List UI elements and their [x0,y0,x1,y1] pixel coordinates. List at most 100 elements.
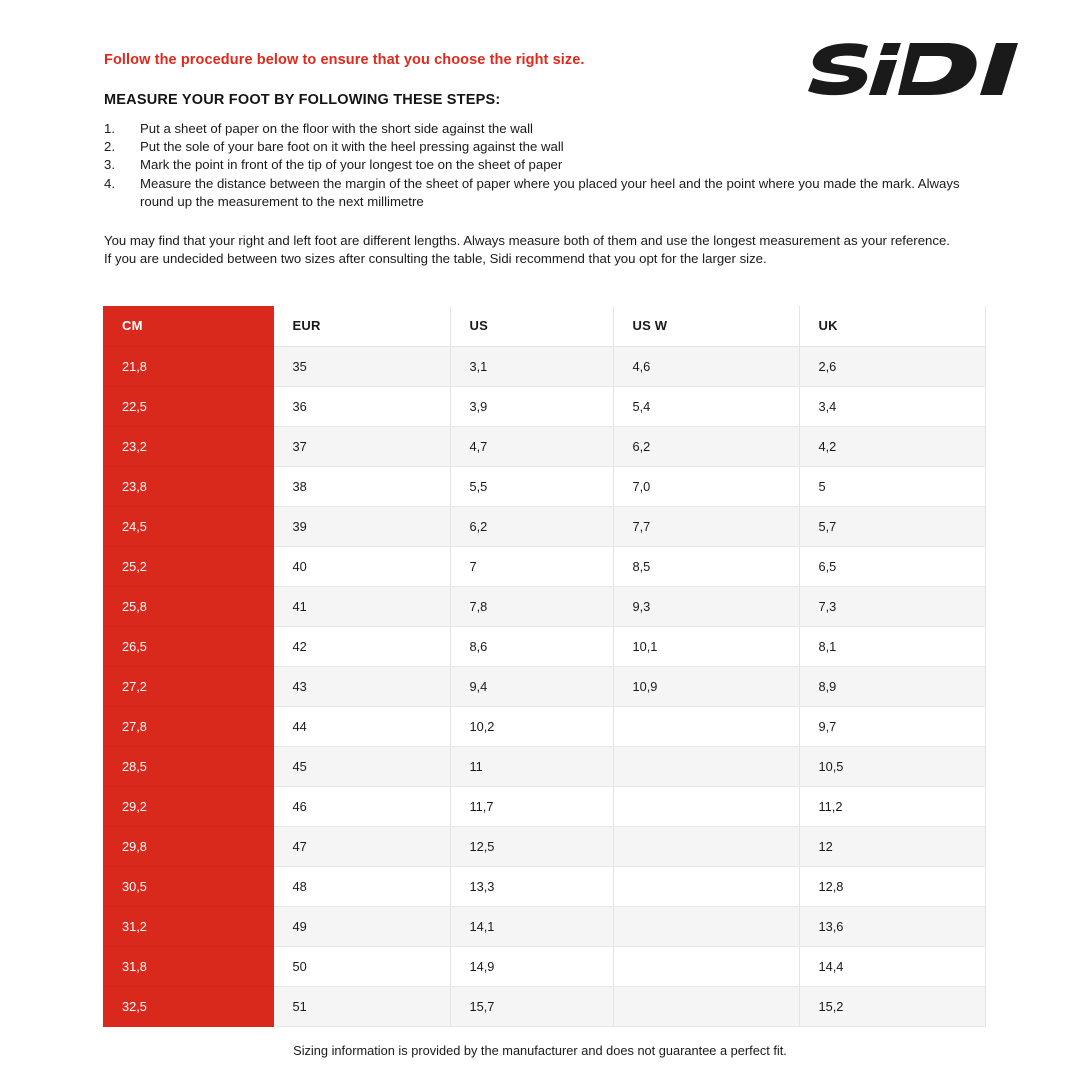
cell-us: 11,7 [450,786,614,827]
cell-us: 10,2 [450,706,614,747]
cell-us: 14,1 [450,906,614,947]
cell-usw: 7,7 [613,506,800,547]
cell-eur: 38 [273,466,451,507]
table-row: 25,2 40 7 8,5 6,5 [103,546,986,587]
column-header-us: US [450,306,614,347]
cell-uk: 4,2 [799,426,986,467]
cell-usw [613,866,800,907]
cell-us: 13,3 [450,866,614,907]
cell-usw [613,746,800,787]
table-row: 25,8 41 7,8 9,3 7,3 [103,586,986,627]
cell-cm: 29,2 [103,786,274,827]
cell-us: 8,6 [450,626,614,667]
column-header-uk: UK [799,306,986,347]
cell-us: 7,8 [450,586,614,627]
table-row: 27,8 44 10,2 9,7 [103,706,986,747]
table-row: 23,8 38 5,5 7,0 5 [103,466,986,507]
step-number: 3. [104,157,115,173]
cell-cm: 25,2 [103,546,274,587]
table-row: 22,5 36 3,9 5,4 3,4 [103,386,986,427]
page-header: Follow the procedure below to ensure tha… [104,38,1020,108]
list-item: 3. Mark the point in front of the tip of… [104,156,984,174]
table-row: 30,5 48 13,3 12,8 [103,866,986,907]
cell-cm: 30,5 [103,866,274,907]
cell-eur: 46 [273,786,451,827]
table-body: 21,8 35 3,1 4,6 2,6 22,5 36 3,9 5,4 3,4 23,2 37 4,7 6… [103,346,986,1027]
cell-eur: 42 [273,626,451,667]
table-row: 31,2 49 14,1 13,6 [103,906,986,947]
cell-uk: 14,4 [799,946,986,987]
table-row: 29,8 47 12,5 12 [103,826,986,867]
table-row: 26,5 42 8,6 10,1 8,1 [103,626,986,667]
cell-cm: 23,2 [103,426,274,467]
cell-uk: 11,2 [799,786,986,827]
list-item: 2. Put the sole of your bare foot on it … [104,138,984,156]
size-conversion-table: CM EUR US US W UK 21,8 35 3,1 4,6 2,6 22,5 36 3… [103,306,986,1027]
table-row: 24,5 39 6,2 7,7 5,7 [103,506,986,547]
cell-us: 11 [450,746,614,787]
cell-uk: 5,7 [799,506,986,547]
table-header-row: CM EUR US US W UK [103,306,986,347]
cell-uk: 8,1 [799,626,986,667]
note-paragraph-2: If you are undecided between two sizes a… [104,251,767,267]
table-row: 32,5 51 15,7 15,2 [103,986,986,1027]
column-header-eur: EUR [273,306,451,347]
cell-us: 14,9 [450,946,614,987]
cell-cm: 23,8 [103,466,274,507]
cell-uk: 8,9 [799,666,986,707]
cell-eur: 43 [273,666,451,707]
cell-usw [613,946,800,987]
cell-eur: 35 [273,346,451,387]
cell-uk: 7,3 [799,586,986,627]
cell-eur: 37 [273,426,451,467]
cell-usw: 4,6 [613,346,800,387]
cell-usw: 8,5 [613,546,800,587]
list-item: 1. Put a sheet of paper on the floor wit… [104,120,984,138]
table-row: 23,2 37 4,7 6,2 4,2 [103,426,986,467]
table-row: 27,2 43 9,4 10,9 8,9 [103,666,986,707]
step-text: Put a sheet of paper on the floor with t… [140,121,533,136]
instructions-title: MEASURE YOUR FOOT BY FOLLOWING THESE STE… [104,92,501,108]
cell-us: 5,5 [450,466,614,507]
column-header-usw: US W [613,306,800,347]
cell-eur: 45 [273,746,451,787]
cell-cm: 28,5 [103,746,274,787]
cell-eur: 36 [273,386,451,427]
cell-eur: 50 [273,946,451,987]
cell-cm: 32,5 [103,986,274,1027]
cell-cm: 21,8 [103,346,274,387]
cell-usw [613,826,800,867]
cell-usw [613,906,800,947]
cell-us: 3,1 [450,346,614,387]
cell-cm: 31,2 [103,906,274,947]
cell-cm: 22,5 [103,386,274,427]
cell-cm: 29,8 [103,826,274,867]
cell-usw [613,786,800,827]
cell-us: 7 [450,546,614,587]
measurement-notes: You may find that your right and left fo… [104,232,986,269]
cell-eur: 49 [273,906,451,947]
cell-usw: 10,1 [613,626,800,667]
cell-eur: 51 [273,986,451,1027]
cell-usw: 7,0 [613,466,800,507]
cell-eur: 40 [273,546,451,587]
cell-cm: 26,5 [103,626,274,667]
instructions-steps-list: 1. Put a sheet of paper on the floor wit… [104,120,984,211]
cell-uk: 12,8 [799,866,986,907]
cell-uk: 3,4 [799,386,986,427]
cell-usw [613,706,800,747]
cell-uk: 15,2 [799,986,986,1027]
step-text: Mark the point in front of the tip of yo… [140,157,563,173]
cell-us: 9,4 [450,666,614,707]
cell-uk: 9,7 [799,706,986,747]
cell-eur: 39 [273,506,451,547]
cell-cm: 25,8 [103,586,274,627]
cell-usw: 5,4 [613,386,800,427]
cell-eur: 44 [273,706,451,747]
table-row: 31,8 50 14,9 14,4 [103,946,986,987]
cell-cm: 27,2 [103,666,274,707]
table-row: 29,2 46 11,7 11,2 [103,786,986,827]
cell-uk: 5 [799,466,986,507]
cell-usw [613,986,800,1027]
step-text: Put the sole of your bare foot on it wit… [140,139,564,155]
